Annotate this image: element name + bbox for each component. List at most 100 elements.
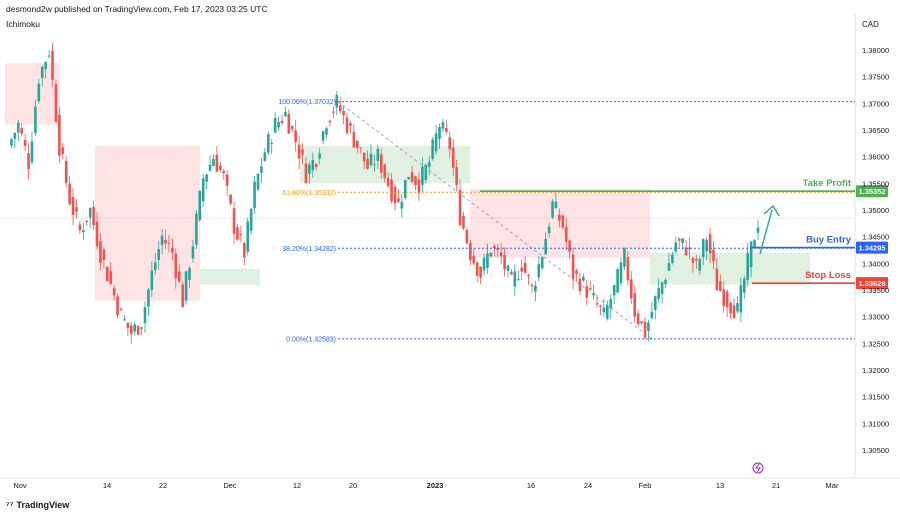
candle-body	[236, 227, 239, 240]
candle-body	[551, 201, 554, 218]
candle-body	[246, 221, 250, 252]
fibonacci-retracement[interactable]: 100.00%(1.37032) 61.80%(1.35332) 38.20%(1.…	[278, 99, 855, 343]
candle-body	[318, 153, 321, 159]
candle-body	[212, 158, 215, 166]
candle-body	[64, 161, 68, 183]
fib-level-label: 61.80%(1.35332)	[282, 190, 336, 197]
trade-levels[interactable]: Take Profit 1.35352 Buy Entry 1.34295 Stop L…	[480, 178, 888, 290]
candle-body	[612, 285, 616, 296]
candle-body	[386, 177, 390, 186]
candle-body	[653, 296, 657, 310]
time-tick-label: Nov	[13, 481, 27, 490]
candle-body	[37, 83, 41, 102]
candle-body	[277, 121, 280, 128]
time-tick-label: 22	[159, 481, 167, 490]
time-tick-label: Feb	[639, 481, 652, 490]
fib-level-label: 38.20%(1.34282)	[282, 246, 336, 253]
candle-body	[650, 311, 654, 319]
candle-body	[595, 303, 599, 305]
candle-body	[684, 247, 688, 256]
candle-body	[671, 254, 674, 263]
time-axis[interactable]: Nov 14 22 Dec 12 20 2023 16 24 Feb 13 21 Mar	[13, 481, 839, 490]
price-tag-value: 1.34295	[858, 244, 885, 253]
candle-body	[345, 117, 349, 134]
time-tick-label: 20	[349, 481, 357, 490]
candle-body	[722, 289, 726, 306]
candle-body	[544, 238, 547, 255]
candle-body	[140, 327, 143, 329]
candle-body	[126, 322, 130, 328]
candle-body	[746, 252, 750, 280]
candle-body	[215, 154, 219, 172]
candle-body	[431, 139, 434, 159]
candle-body	[373, 164, 376, 166]
candle-body	[164, 240, 167, 244]
candle-body	[266, 134, 270, 153]
time-tick-label: 14	[103, 481, 111, 490]
price-tick-label: 1.33000	[862, 313, 889, 322]
candle-body	[493, 246, 496, 248]
candle-body	[558, 214, 561, 221]
candle-body	[167, 242, 171, 245]
candle-body	[729, 302, 732, 314]
candle-body	[705, 239, 708, 252]
candle-body	[410, 172, 414, 183]
candle-body	[225, 174, 229, 186]
candle-body	[575, 270, 578, 274]
candle-body	[643, 321, 647, 338]
candle-body	[311, 159, 315, 171]
time-tick-label: 13	[716, 481, 724, 490]
candle-body	[188, 268, 191, 280]
candle-body	[222, 170, 226, 174]
candle-body	[287, 114, 291, 134]
candle-body	[667, 263, 671, 271]
candle-body	[106, 267, 109, 282]
candle-body	[599, 305, 602, 307]
candle-body	[349, 123, 352, 126]
lightning-bolt-icon	[755, 463, 761, 473]
candle-body	[547, 226, 551, 234]
candle-body	[489, 252, 493, 257]
lightning-icon[interactable]	[752, 462, 764, 474]
candle-body	[475, 262, 479, 277]
candle-body	[177, 271, 181, 282]
candle-body	[88, 208, 92, 218]
candle-body	[451, 147, 455, 168]
candle-body	[68, 183, 71, 205]
candle-body	[256, 173, 260, 190]
candle-body	[606, 305, 609, 319]
price-tag	[856, 277, 888, 290]
candle-body	[609, 299, 613, 309]
candle-body	[534, 285, 537, 292]
candle-body	[458, 189, 462, 226]
time-tick-label: 16	[527, 481, 535, 490]
candle-body	[219, 165, 222, 171]
candle-body	[568, 240, 571, 252]
candle-body	[290, 126, 294, 130]
candle-body	[30, 141, 34, 163]
candle-body	[54, 84, 58, 122]
candle-body	[249, 208, 253, 231]
candle-body	[503, 255, 506, 270]
candle-body	[540, 257, 544, 269]
time-tick-label: 2023	[427, 481, 444, 490]
candle-body	[229, 194, 232, 204]
time-tick-label: 21	[772, 481, 780, 490]
candle-body	[424, 164, 428, 181]
candle-body	[623, 248, 626, 267]
candle-body	[640, 321, 643, 324]
indicator-label[interactable]: Ichimoku	[6, 19, 41, 29]
candle-body	[393, 186, 397, 204]
candle-body	[321, 131, 325, 141]
candle-body	[695, 258, 698, 261]
candle-body	[356, 140, 359, 149]
candle-body	[588, 288, 592, 290]
time-tick-label: Mar	[826, 481, 839, 490]
candle-body	[191, 246, 195, 259]
price-axis[interactable]: 1.38000 1.37500 1.37000 1.36500 1.36000 1.355…	[862, 46, 889, 455]
candle-body	[362, 152, 366, 162]
candle-body	[486, 253, 489, 268]
candle-body	[332, 111, 335, 113]
candle-body	[198, 190, 202, 221]
